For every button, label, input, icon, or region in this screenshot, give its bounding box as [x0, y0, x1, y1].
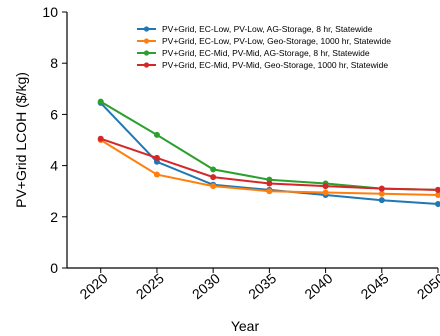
data-point — [435, 201, 440, 207]
x-tick-label: 2040 — [301, 270, 335, 302]
y-tick-label: 10 — [42, 4, 58, 20]
x-axis-title: Year — [231, 318, 260, 334]
data-point — [210, 166, 217, 173]
data-point — [210, 174, 217, 181]
legend-label: PV+Grid, EC-Mid, PV-Mid, AG-Storage, 8 h… — [162, 48, 370, 58]
data-point — [378, 185, 385, 192]
data-point — [378, 190, 385, 197]
data-point — [378, 197, 385, 204]
legend-marker — [143, 62, 150, 68]
legend-label: PV+Grid, EC-Mid, PV-Mid, Geo-Storage, 10… — [162, 60, 388, 70]
y-tick-label: 0 — [50, 260, 58, 276]
x-tick-label: 2030 — [189, 270, 223, 302]
x-tick-label: 2050 — [414, 270, 440, 302]
y-tick-label: 2 — [50, 209, 58, 225]
y-tick-label: 4 — [50, 158, 58, 174]
y-axis-title: PV+Grid LCOH ($/kg) — [13, 72, 29, 208]
legend-marker — [143, 38, 150, 44]
data-point — [97, 98, 104, 105]
data-point — [266, 188, 273, 195]
data-point — [153, 171, 160, 178]
plot-area — [97, 98, 440, 207]
legend: PV+Grid, EC-Low, PV-Low, AG-Storage, 8 h… — [137, 24, 391, 70]
legend-label: PV+Grid, EC-Low, PV-Low, AG-Storage, 8 h… — [162, 24, 373, 34]
legend-marker — [143, 26, 150, 32]
data-point — [210, 183, 217, 190]
y-tick-label: 6 — [50, 106, 58, 122]
data-point — [322, 189, 329, 196]
data-point — [435, 192, 440, 199]
x-tick-label: 2045 — [358, 270, 392, 302]
data-point — [153, 154, 160, 161]
data-point — [266, 180, 273, 187]
data-point — [153, 131, 160, 138]
series-line — [100, 139, 439, 196]
x-tick-label: 2025 — [133, 270, 167, 302]
data-point — [322, 183, 329, 190]
legend-label: PV+Grid, EC-Low, PV-Low, Geo-Storage, 10… — [162, 36, 391, 46]
x-tick-label: 2020 — [77, 270, 111, 302]
data-point — [97, 135, 104, 142]
series-line — [100, 100, 439, 191]
y-tick-label: 8 — [50, 55, 58, 71]
legend-marker — [143, 50, 150, 56]
data-point — [435, 186, 440, 193]
x-tick-label: 2035 — [245, 270, 279, 302]
